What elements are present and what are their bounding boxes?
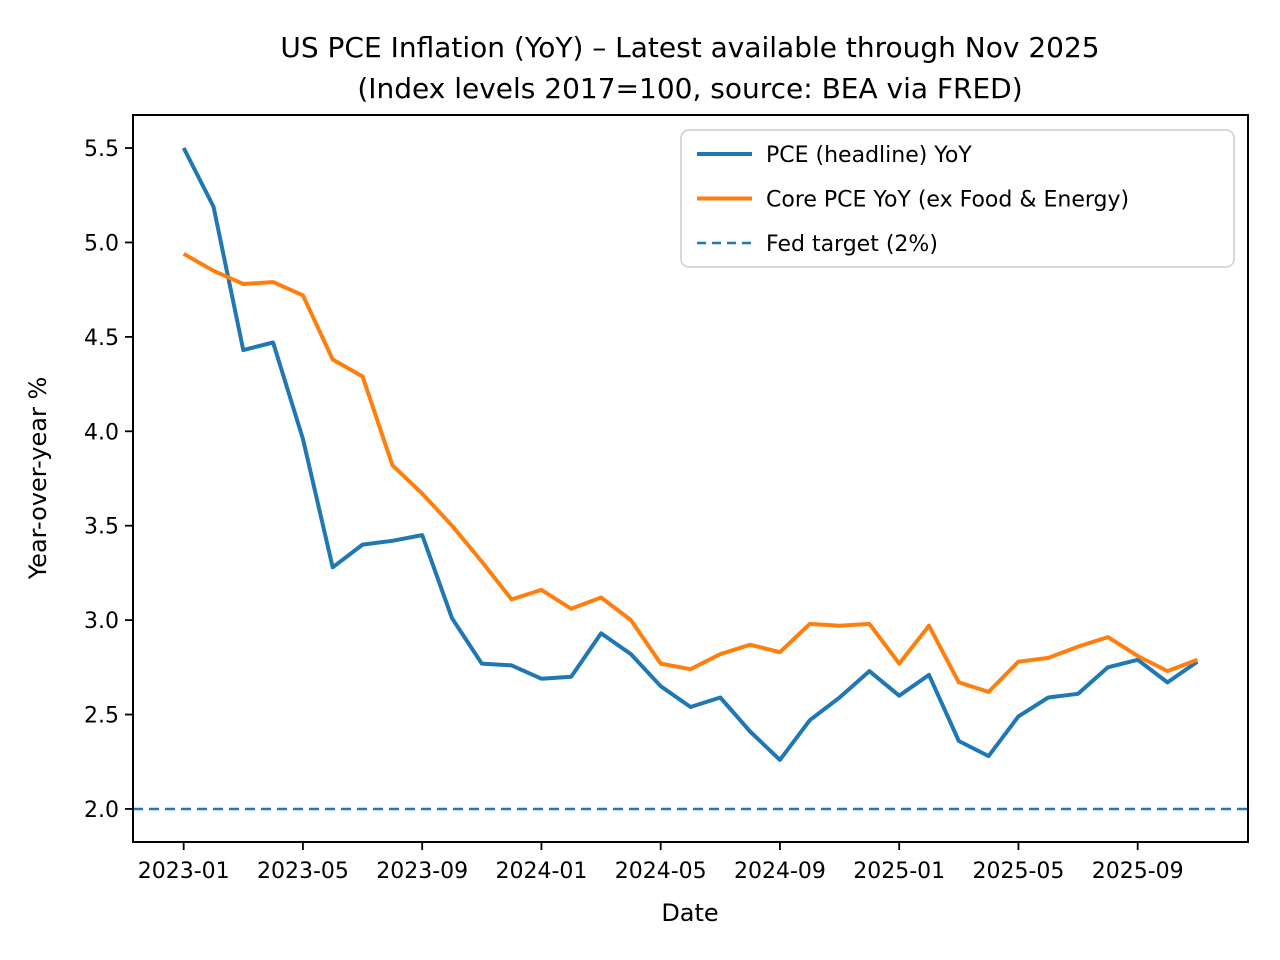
x-tick-label: 2025-09 [1092, 859, 1184, 884]
y-tick-label: 3.5 [84, 515, 119, 540]
legend-item-label: Fed target (2%) [766, 232, 938, 257]
plot-content [133, 147, 1248, 811]
x-tick-label: 2024-05 [615, 859, 707, 884]
x-tick-label: 2024-09 [734, 859, 826, 884]
x-tick-label: 2023-09 [376, 859, 468, 884]
x-tick-label: 2024-01 [495, 859, 587, 884]
x-tick-label: 2023-01 [138, 859, 230, 884]
series-line-pce-headline [181, 147, 1199, 762]
y-tick-label: 4.0 [84, 420, 119, 445]
legend-item: Core PCE YoY (ex Food & Energy) [697, 188, 1129, 213]
legend-item: PCE (headline) YoY [697, 143, 972, 168]
plot-area-border [132, 114, 1249, 843]
series-line-core-pce [182, 252, 1199, 694]
y-tick-label: 2.0 [84, 798, 119, 823]
x-tick-label: 2023-05 [257, 859, 349, 884]
legend: PCE (headline) YoY Core PCE YoY (ex Food … [680, 129, 1235, 268]
chart-title: US PCE Inflation (YoY) – Latest availabl… [280, 31, 1099, 64]
y-axis-label: Year-over-year % [24, 377, 52, 581]
y-tick-label: 4.5 [84, 326, 119, 351]
y-tick-label: 5.0 [84, 231, 119, 256]
x-axis: 2023-01 2023-05 2023-09 2024-01 2024-05 2024-… [138, 842, 1184, 884]
legend-item-label: PCE (headline) YoY [766, 143, 972, 168]
x-axis-label: Date [661, 899, 718, 927]
y-tick-label: 3.0 [84, 609, 119, 634]
legend-item: Fed target (2%) [697, 232, 938, 257]
y-axis: 2.0 2.5 3.0 3.5 4.0 4.5 5.0 5.5 [84, 137, 133, 823]
legend-item-label: Core PCE YoY (ex Food & Energy) [766, 188, 1129, 213]
y-tick-label: 5.5 [84, 137, 119, 162]
y-tick-label: 2.5 [84, 704, 119, 729]
legend-box [680, 129, 1235, 268]
chart-subtitle: (Index levels 2017=100, source: BEA via … [357, 72, 1022, 105]
x-tick-label: 2025-05 [972, 859, 1064, 884]
x-tick-label: 2025-01 [853, 859, 945, 884]
